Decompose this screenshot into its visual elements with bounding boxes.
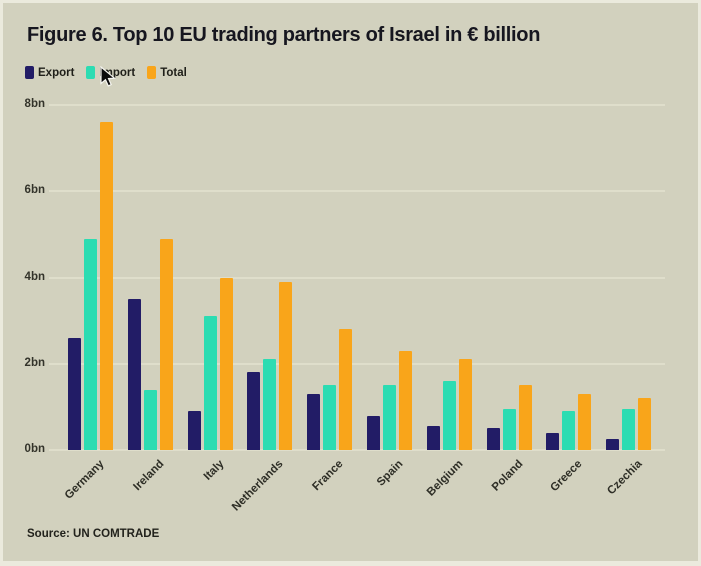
bar-total-netherlands (279, 281, 293, 450)
bar-import-netherlands (263, 359, 277, 450)
total-swatch-icon (147, 66, 157, 79)
bar-total-italy (219, 277, 233, 450)
import-swatch-icon (86, 66, 96, 79)
legend-item-total[interactable]: Total (147, 66, 187, 79)
bar-total-poland (518, 385, 532, 450)
bar-export-netherlands (247, 372, 261, 450)
bar-import-ireland (143, 389, 157, 450)
bar-export-germany (68, 337, 81, 450)
gridline-6bn (49, 190, 665, 193)
bar-import-poland (502, 409, 516, 450)
bar-import-spain (383, 385, 396, 450)
bar-export-poland (486, 428, 500, 450)
gridline-8bn (49, 104, 665, 107)
bar-total-greece (578, 393, 592, 450)
bar-export-italy (187, 411, 201, 450)
export-swatch-icon (25, 66, 34, 79)
bar-total-germany (100, 122, 113, 450)
bar-export-belgium (426, 426, 440, 450)
bar-export-france (307, 393, 321, 450)
y-tick-label-0bn: 0bn (24, 443, 45, 455)
bar-export-ireland (127, 299, 141, 450)
y-tick-label-6bn: 6bn (24, 184, 45, 197)
bar-total-belgium (458, 359, 472, 450)
bar-total-france (339, 329, 353, 450)
bar-export-spain (367, 415, 380, 450)
bar-total-czechia (638, 398, 652, 450)
bar-total-ireland (159, 238, 173, 450)
source-note: Source: UN COMTRADE (27, 528, 160, 540)
gridline-0bn (49, 449, 665, 451)
bar-import-greece (562, 411, 576, 450)
bar-import-france (323, 385, 337, 450)
page-title: Figure 6. Top 10 EU trading partners of … (27, 24, 541, 46)
y-tick-label-4bn: 4bn (24, 270, 45, 283)
bar-import-belgium (442, 381, 456, 450)
legend-item-export[interactable]: Export (25, 66, 74, 79)
bar-import-czechia (622, 409, 636, 450)
plot-area: 0bn 2bn 4bn 6bn 8bn Germany Ireland Italy Nether… (3, 3, 698, 561)
bar-export-czechia (606, 439, 620, 450)
bar-import-italy (203, 316, 217, 450)
gridline-2bn (49, 362, 665, 365)
bar-import-germany (84, 238, 97, 450)
bar-export-greece (546, 432, 560, 450)
gridline-4bn (49, 276, 665, 279)
bar-total-spain (399, 350, 412, 450)
y-tick-label-8bn: 8bn (24, 98, 45, 111)
legend-label-total: Total (160, 66, 187, 79)
y-tick-label-2bn: 2bn (24, 356, 45, 369)
legend-label-export: Export (38, 66, 75, 79)
